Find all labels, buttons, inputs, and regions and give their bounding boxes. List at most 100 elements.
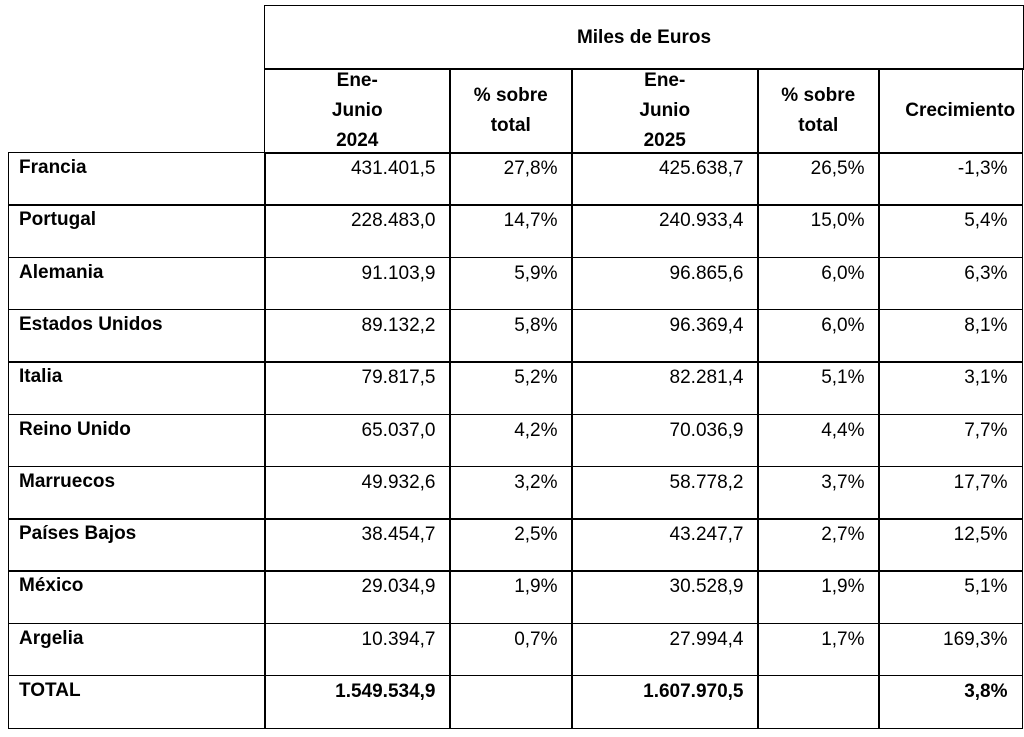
column-header-text: % sobre total [473,84,548,136]
data-cell-text: 6,0% [821,262,865,284]
data-cell: 7,7% [878,413,1023,468]
data-cell: 228.483,0 [264,204,451,259]
data-cell: 8,1% [878,308,1023,363]
data-cell: 3,2% [449,465,573,520]
data-cell: 96.369,4 [571,308,759,363]
data-cell: 15,0% [757,204,880,259]
row-label-text: Estados Unidos [19,313,163,335]
data-cell-text: 49.932,6 [361,471,436,493]
data-cell-text: 82.281,4 [669,367,744,389]
data-cell-text: 96.865,6 [669,262,744,284]
data-cell: 27.994,4 [571,622,759,677]
data-cell-text: 431.401,5 [350,158,436,179]
row-label-text: Alemania [19,261,104,283]
data-cell: 3,8% [878,675,1023,729]
row-label: Francia [8,152,266,206]
data-cell-text: 3,7% [821,471,865,493]
data-cell-text: 228.483,0 [350,210,436,232]
data-cell: 3,7% [757,465,880,520]
data-cell: 43.247,7 [571,518,759,572]
data-cell-text: 1.549.534,9 [335,681,436,702]
data-cell: 425.638,7 [571,152,759,206]
data-cell: 1.549.534,9 [264,675,451,729]
data-cell-text: 0,7% [514,628,558,650]
data-cell-text: 38.454,7 [361,524,436,546]
data-cell: -1,3% [878,152,1023,206]
data-cell: 70.036,9 [571,413,759,468]
data-cell: 91.103,9 [264,256,451,311]
data-cell-text: 5,9% [514,262,558,284]
data-cell-text: 169,3% [943,628,1008,650]
data-cell: 5,8% [449,308,573,363]
data-cell-text: 96.369,4 [669,314,744,336]
data-cell: 240.933,4 [571,204,759,259]
column-header: % sobre total [757,68,880,154]
data-cell-text: 5,1% [964,576,1008,598]
data-cell-text: 27.994,4 [669,628,744,650]
data-cell-text: 1,9% [821,576,865,598]
data-cell: 2,5% [449,518,573,572]
data-cell-text: 89.132,2 [361,314,436,336]
row-label-text: TOTAL [19,680,81,701]
row-label: Portugal [8,204,266,259]
data-cell-text: 5,1% [821,367,865,389]
data-cell: 38.454,7 [264,518,451,572]
column-header-text: % sobre total [781,84,856,136]
data-cell-text: 15,0% [810,210,865,232]
data-cell: 6,3% [878,256,1023,311]
data-cell: 14,7% [449,204,573,259]
data-cell: 6,0% [757,308,880,363]
data-cell-text: 65.037,0 [361,419,436,441]
data-cell: 26,5% [757,152,880,206]
column-header-text: Ene-Junio 2024 [331,69,383,151]
data-cell-text: 3,2% [514,471,558,493]
data-cell-text: 1,9% [514,576,558,598]
data-cell-text: 14,7% [503,210,558,232]
data-cell-text: 17,7% [953,471,1008,493]
data-cell: 5,1% [757,361,880,415]
data-cell: 79.817,5 [264,361,451,415]
data-cell: 5,9% [449,256,573,311]
data-cell-text: 5,4% [964,210,1008,232]
column-header: Ene-Junio 2024 [264,68,451,154]
data-cell-text: -1,3% [957,158,1008,179]
data-cell-text: 26,5% [810,158,865,179]
group-header: Miles de Euros [264,5,1024,70]
data-cell-text: 240.933,4 [658,210,744,232]
data-cell-text: 70.036,9 [669,419,744,441]
data-cell-text: 8,1% [964,314,1008,336]
data-cell-text: 5,2% [514,367,558,389]
row-label-text: Italia [19,366,63,388]
data-cell: 169,3% [878,622,1023,677]
data-cell: 58.778,2 [571,465,759,520]
data-cell: 10.394,7 [264,622,451,677]
row-label-text: Portugal [19,209,97,231]
row-label-text: Marruecos [19,470,116,492]
data-cell: 1.607.970,5 [571,675,759,729]
data-cell-text: 3,1% [964,367,1008,389]
data-cell: 12,5% [878,518,1023,572]
data-cell-text: 58.778,2 [669,471,744,493]
data-cell: 0,7% [449,622,573,677]
data-cell-text: 12,5% [953,524,1008,546]
column-header: Crecimiento [878,68,1023,154]
data-cell: 89.132,2 [264,308,451,363]
data-cell: 5,2% [449,361,573,415]
row-label-text: Argelia [19,627,84,649]
data-cell: 27,8% [449,152,573,206]
data-cell-text: 79.817,5 [361,367,436,389]
data-cell: 4,4% [757,413,880,468]
data-cell-text: 3,8% [964,681,1008,702]
data-cell-text: 2,7% [821,524,865,546]
row-label-text: Países Bajos [19,523,137,545]
row-label-text: México [19,575,84,597]
data-cell-text: 2,5% [514,524,558,546]
row-label: Alemania [8,256,266,311]
row-label: Países Bajos [8,518,266,572]
group-header-text: Miles de Euros [576,26,712,48]
data-cell: 5,4% [878,204,1023,259]
data-cell: 65.037,0 [264,413,451,468]
data-cell: 5,1% [878,570,1023,625]
row-label: Reino Unido [8,413,266,468]
data-cell-text: 1.607.970,5 [643,681,744,702]
